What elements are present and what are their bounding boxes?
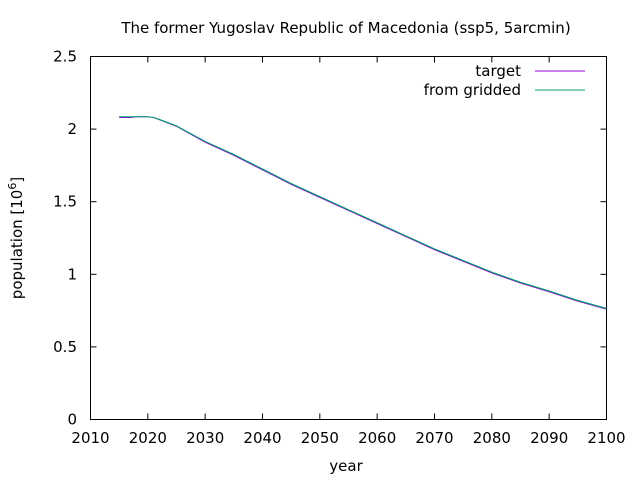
series-line-target — [119, 116, 607, 310]
y-axis-label-main: population [10 — [8, 190, 26, 300]
axis-ticks — [90, 56, 607, 420]
x-tick-label: 2070 — [415, 429, 453, 447]
legend-label-target: target — [475, 62, 521, 80]
chart-title: The former Yugoslav Republic of Macedoni… — [120, 19, 570, 37]
y-axis-label-close: ] — [8, 177, 26, 183]
y-tick-label: 1 — [67, 265, 77, 283]
series-lines — [119, 116, 607, 310]
y-axis-label-exponent: 6 — [6, 183, 19, 190]
x-tick-label: 2010 — [71, 429, 109, 447]
x-tick-label: 2090 — [530, 429, 568, 447]
x-axis-label: year — [329, 457, 363, 475]
x-tick-label: 2040 — [243, 429, 281, 447]
y-tick-label: 1.5 — [53, 193, 77, 211]
x-tick-label: 2020 — [129, 429, 167, 447]
legend: target from gridded — [424, 62, 585, 99]
y-tick-label: 2.5 — [53, 48, 77, 66]
series-line-from-gridded — [119, 116, 607, 309]
x-tick-label: 2080 — [473, 429, 511, 447]
x-tick-label: 2060 — [358, 429, 396, 447]
legend-label-from-gridded: from gridded — [424, 81, 521, 99]
x-tick-label: 2100 — [587, 429, 625, 447]
plot-frame — [90, 56, 607, 420]
y-axis-label: population [106] — [6, 177, 26, 299]
x-tick-label: 2030 — [186, 429, 224, 447]
y-tick-label: 2 — [67, 120, 77, 138]
axis-tick-labels: 2010 2020 2030 2040 2050 2060 2070 2080 2090 2100… — [53, 48, 625, 448]
x-tick-label: 2050 — [301, 429, 339, 447]
y-tick-label: 0 — [67, 411, 77, 429]
y-tick-label: 0.5 — [53, 338, 77, 356]
